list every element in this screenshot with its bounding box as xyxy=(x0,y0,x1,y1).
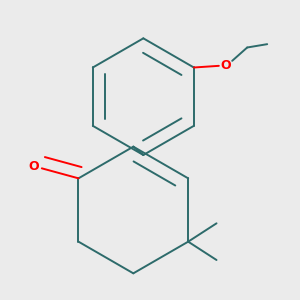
Text: O: O xyxy=(220,59,231,72)
Text: O: O xyxy=(28,160,39,173)
